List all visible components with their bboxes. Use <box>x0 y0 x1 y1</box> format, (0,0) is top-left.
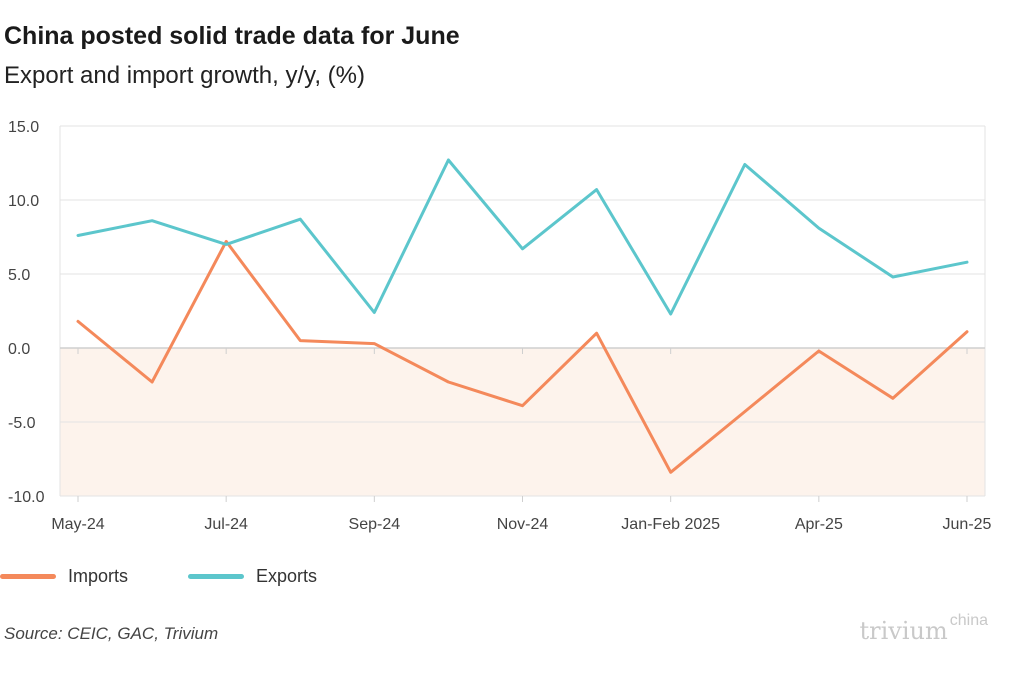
source-note: Source: CEIC, GAC, Trivium <box>4 624 219 643</box>
x-tick-label: Jan-Feb 2025 <box>621 516 720 533</box>
series-line-imports <box>76 239 969 474</box>
legend-label-imports: Imports <box>68 566 129 586</box>
line-chart: 15.0 10.0 5.0 0.0 -5.0 -10.0 May-24 Jul-24 Sep-2… <box>8 119 992 533</box>
logo-sup-text: china <box>949 612 988 629</box>
x-tick-label: Apr-25 <box>795 516 843 533</box>
x-tick-label: Jun-25 <box>943 516 992 533</box>
trivium-china-logo: trivium china <box>860 612 989 645</box>
legend-label-exports: Exports <box>256 566 318 586</box>
legend-item-exports: Exports <box>188 566 317 587</box>
series-line-exports <box>76 158 969 316</box>
y-tick-label: 15.0 <box>8 119 39 136</box>
legend-item-imports: Imports <box>0 566 128 587</box>
y-tick-label: 10.0 <box>8 193 39 210</box>
chart-subtitle: Export and import growth, y/y, (%) <box>4 62 366 89</box>
legend-swatch-exports <box>188 574 244 579</box>
y-tick-label: 5.0 <box>8 267 30 284</box>
x-tick-label: Sep-24 <box>349 516 401 533</box>
x-tick-label: May-24 <box>51 516 104 533</box>
chart-title: China posted solid trade data for June <box>4 22 460 50</box>
legend-swatch-imports <box>0 574 56 579</box>
y-tick-label: -5.0 <box>8 415 36 432</box>
x-tick-label: Jul-24 <box>204 516 248 533</box>
logo-main-text: trivium <box>859 617 948 645</box>
x-tick-label: Nov-24 <box>497 516 549 533</box>
y-tick-label: 0.0 <box>8 341 30 358</box>
y-tick-label: -10.0 <box>8 489 45 506</box>
